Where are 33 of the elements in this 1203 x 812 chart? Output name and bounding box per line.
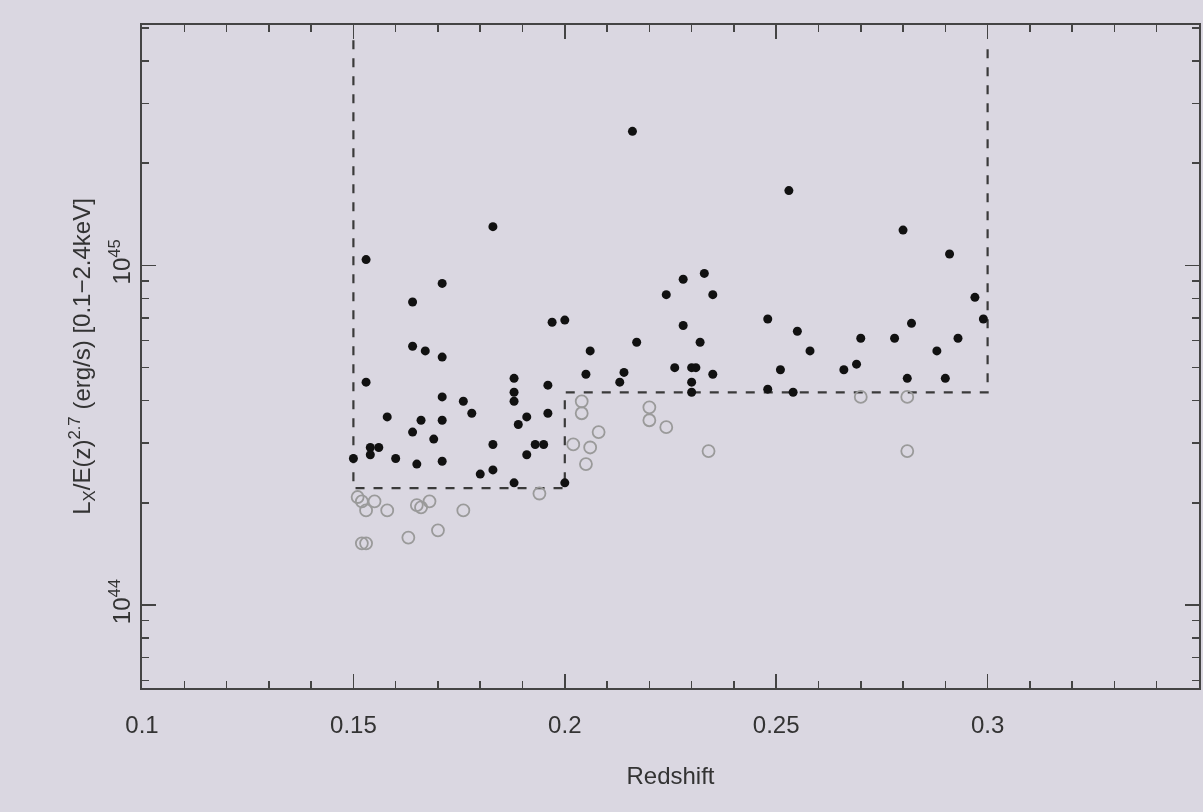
x-tick-label: 0.15 (330, 710, 377, 738)
point (701, 444, 716, 458)
point (900, 390, 915, 404)
point (853, 390, 868, 404)
x-tick-label: 0.2 (548, 710, 582, 738)
point (350, 490, 365, 504)
point (900, 444, 915, 458)
point (456, 503, 471, 518)
point (532, 486, 547, 501)
point (354, 536, 369, 551)
point (591, 425, 606, 439)
point (566, 437, 581, 452)
point (354, 494, 369, 509)
point (642, 413, 657, 428)
point (401, 530, 416, 545)
x-tick-label: 0.1 (125, 710, 159, 738)
x-tick-label: 0.25 (752, 710, 800, 738)
point (579, 457, 593, 471)
point (414, 500, 428, 515)
point (659, 420, 674, 435)
point (359, 503, 373, 518)
point (380, 503, 395, 518)
x-axis-title: Redshift (626, 761, 715, 789)
x-tick-label: 0.3 (970, 710, 1005, 738)
point (409, 498, 424, 512)
point (574, 406, 589, 421)
point (431, 523, 445, 538)
point (422, 494, 437, 509)
point (367, 494, 382, 509)
point (359, 536, 373, 551)
point (583, 440, 598, 455)
point (642, 400, 657, 415)
point (574, 394, 589, 409)
